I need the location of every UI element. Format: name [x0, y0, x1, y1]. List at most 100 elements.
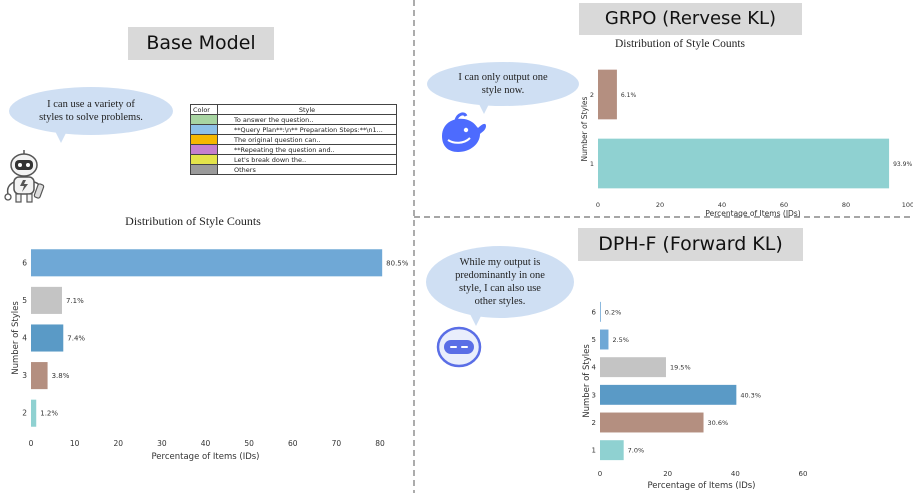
bar — [600, 440, 624, 461]
bar — [598, 138, 890, 189]
grpo-chart-title: Distribution of Style Counts — [614, 38, 746, 50]
x-tick-label: 0 — [29, 439, 34, 448]
dph-speech-bubble: While my output is predominantly in one … — [426, 246, 574, 318]
base-bubble-text: I can use a variety of styles to solve p… — [39, 99, 143, 123]
legend-swatch — [190, 134, 218, 145]
x-tick-label: 0 — [598, 470, 602, 478]
y-tick-label: 4 — [22, 334, 27, 343]
x-tick-label: 0 — [596, 201, 600, 209]
bar — [598, 69, 617, 120]
y-tick-label: 3 — [592, 391, 596, 399]
y-tick-label: 6 — [22, 258, 27, 267]
bar — [31, 399, 37, 427]
legend-style-text: **Repeating the question and.. — [217, 144, 397, 155]
x-axis-label: Percentage of Items (IDs) — [705, 209, 800, 218]
x-tick-label: 80 — [842, 201, 850, 209]
robot-icon — [4, 150, 45, 203]
bar — [31, 249, 383, 277]
legend-swatch — [190, 114, 218, 125]
y-tick-label: 1 — [592, 447, 596, 455]
bar-value-label: 6.1% — [621, 92, 637, 99]
x-tick-label: 60 — [288, 439, 298, 448]
y-tick-label: 2 — [590, 91, 594, 99]
bar-value-label: 7.4% — [67, 335, 85, 343]
dph-bubble-text: While my output is predominantly in one … — [455, 257, 545, 307]
dph-label: DPH-F (Forward KL) — [578, 228, 803, 261]
bar-value-label: 80.5% — [386, 259, 409, 267]
grpo-label: GRPO (Rervese KL) — [579, 3, 802, 35]
bar — [31, 362, 48, 390]
legend-style-text: To answer the question.. — [217, 114, 397, 125]
x-tick-label: 40 — [718, 201, 726, 209]
legend-header-row: Color Style — [190, 104, 397, 115]
bar-value-label: 2.5% — [612, 336, 629, 344]
x-tick-label: 80 — [375, 439, 385, 448]
bar — [31, 286, 62, 314]
base-model-label: Base Model — [128, 27, 274, 60]
legend-swatch — [190, 154, 218, 165]
legend-header-style: Style — [217, 104, 397, 115]
bar — [600, 357, 666, 378]
bar-value-label: 30.6% — [708, 419, 729, 427]
y-tick-label: 4 — [592, 364, 597, 372]
base-style-count-chart: 80.5%67.1%57.4%43.8%31.2%20 10 20 30 40 50 60 7… — [11, 249, 409, 462]
legend-style-text: Others — [217, 164, 397, 175]
bar-value-label: 7.1% — [66, 297, 84, 305]
bar-value-label: 40.3% — [740, 391, 761, 399]
legend-style-text: Let's break down the.. — [217, 154, 397, 165]
bar-value-label: 7.0% — [628, 447, 645, 455]
base-bubble-tail — [55, 131, 67, 143]
legend-swatch — [190, 124, 218, 135]
base-speech-bubble: I can use a variety of styles to solve p… — [9, 87, 173, 135]
grpo-bubble-tail — [478, 102, 490, 114]
y-axis-label: Number of Styles — [582, 344, 592, 418]
x-tick-label: 50 — [244, 439, 254, 448]
y-tick-label: 1 — [590, 160, 594, 168]
x-tick-label: 40 — [731, 470, 740, 478]
x-tick-label: 60 — [780, 201, 788, 209]
dph-bubble-tail — [470, 314, 482, 326]
y-tick-label: 6 — [592, 308, 597, 316]
bar — [600, 384, 737, 405]
x-axis-label: Percentage of Items (IDs) — [647, 481, 755, 491]
bar-value-label: 93.9% — [893, 161, 912, 168]
legend-swatch — [190, 144, 218, 155]
bar-value-label: 1.2% — [40, 410, 58, 418]
legend-row: **Repeating the question and.. — [190, 144, 397, 155]
x-tick-label: 100 — [902, 201, 913, 209]
y-tick-label: 5 — [22, 296, 27, 305]
y-axis-label: Number of Styles — [580, 96, 589, 161]
style-legend: Color Style To answer the question.. **Q… — [190, 104, 397, 175]
x-axis-label: Percentage of Items (IDs) — [151, 452, 259, 462]
legend-row: Others — [190, 164, 397, 175]
y-axis-label: Number of Styles — [11, 301, 21, 375]
legend-row: Let's break down the.. — [190, 154, 397, 165]
bar-value-label: 0.2% — [605, 308, 622, 316]
bar — [600, 412, 704, 433]
grpo-bubble-text: I can only output one style now. — [458, 72, 548, 96]
y-tick-label: 2 — [592, 419, 596, 427]
bar-value-label: 19.5% — [670, 364, 691, 372]
x-tick-label: 20 — [663, 470, 672, 478]
x-tick-label: 30 — [157, 439, 167, 448]
dph-style-count-chart: 0.2% 6 2.5% 5 19.5% 4 40.3% 3 30.6% 2 7.0% 1 0 20 40 60… — [582, 301, 808, 491]
x-tick-label: 20 — [656, 201, 664, 209]
legend-style-text: The original question can.. — [217, 134, 397, 145]
assistant-face-icon — [436, 326, 482, 368]
bar — [31, 324, 64, 352]
x-tick-label: 20 — [113, 439, 123, 448]
legend-swatch — [190, 164, 218, 175]
x-tick-label: 60 — [799, 470, 808, 478]
legend-style-text: **Query Plan**:\n** Preparation Steps:**… — [217, 124, 397, 135]
y-tick-label: 3 — [22, 371, 27, 380]
base-chart-title: Distribution of Style Counts — [125, 214, 261, 228]
grpo-speech-bubble: I can only output one style now. — [427, 62, 579, 106]
y-tick-label: 2 — [22, 409, 27, 418]
legend-row: To answer the question.. — [190, 114, 397, 125]
bar — [600, 329, 609, 350]
legend-row: **Query Plan**:\n** Preparation Steps:**… — [190, 124, 397, 135]
bar-value-label: 3.8% — [52, 372, 70, 380]
x-tick-label: 10 — [70, 439, 80, 448]
bar — [600, 301, 601, 322]
